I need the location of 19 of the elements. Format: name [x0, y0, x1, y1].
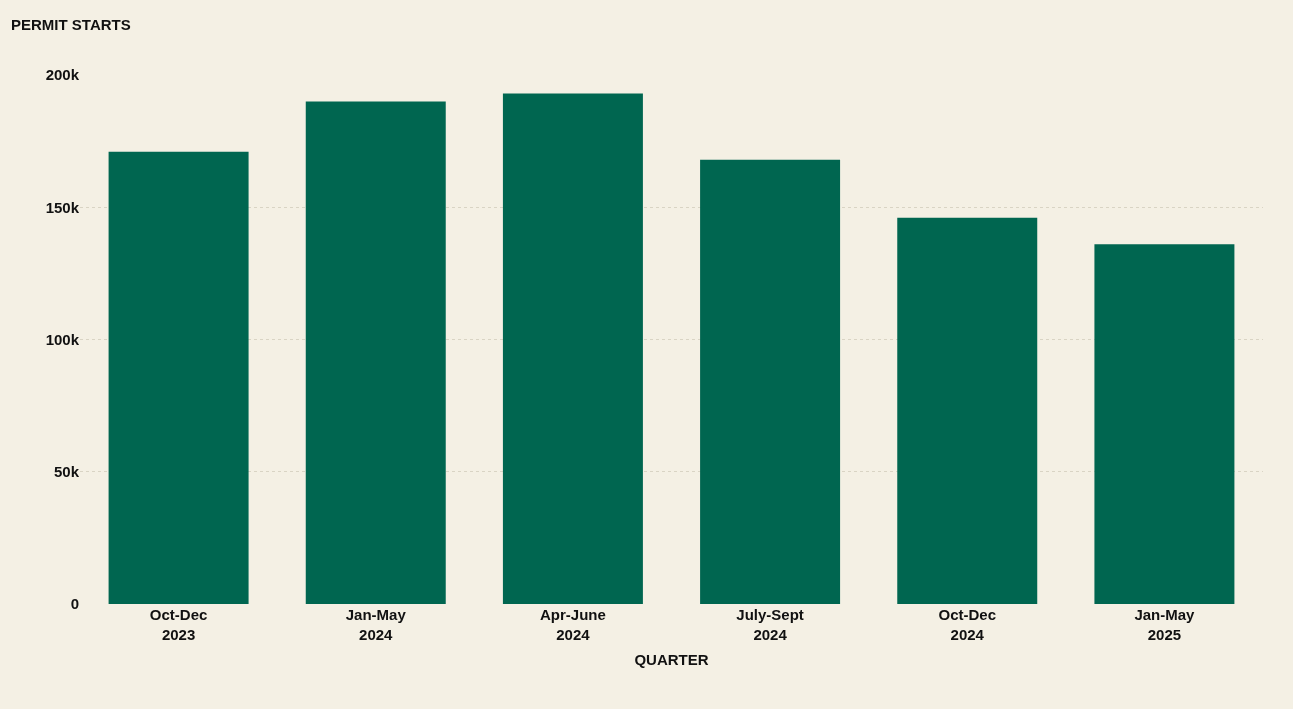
y-tick-label: 200k — [45, 66, 80, 84]
x-tick-label: Oct-Dec 2024 — [938, 606, 997, 643]
x-tick-label: Apr-June 2024 — [540, 606, 606, 643]
bar — [700, 159, 841, 604]
y-tick-label: 100k — [45, 330, 80, 348]
bar — [305, 101, 446, 604]
bar — [502, 93, 643, 604]
x-tick-label: July-Sept 2024 — [736, 606, 804, 643]
x-axis-title: QUARTER — [634, 650, 709, 668]
x-tick-label: Jan-May 2024 — [345, 606, 407, 643]
bar — [108, 151, 249, 604]
y-tick-label: 50k — [53, 463, 80, 480]
y-tick-label: 150k — [45, 198, 80, 216]
x-tick-label: Jan-May 2025 — [1134, 606, 1196, 643]
y-tick-label: 0 — [70, 595, 79, 613]
x-tick-label: Oct-Dec 2023 — [149, 606, 208, 643]
bar — [897, 217, 1038, 604]
y-axis-title: PERMIT STARTS — [11, 16, 131, 33]
bar — [1094, 244, 1235, 604]
